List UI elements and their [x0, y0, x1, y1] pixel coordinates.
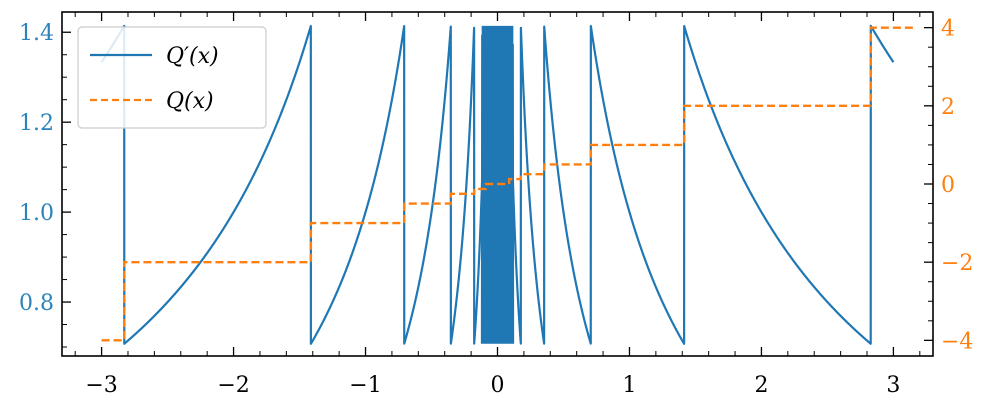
right-tick-label: 2 — [941, 95, 955, 120]
right-tick-label: 4 — [941, 17, 955, 42]
left-tick-label: 0.8 — [19, 291, 54, 316]
x-tick-label: −3 — [85, 373, 117, 398]
left-tick-label: 1.0 — [19, 201, 54, 226]
q-step-line — [101, 26, 916, 342]
x-tick-label: 2 — [754, 373, 768, 398]
left-tick-label: 1.2 — [19, 111, 54, 136]
right-tick-label: −4 — [941, 329, 973, 354]
q-prime-series — [100, 24, 895, 345]
right-tick-label: 0 — [941, 173, 955, 198]
left-tick-label: 1.4 — [19, 21, 54, 46]
x-tick-label: −2 — [217, 373, 249, 398]
legend-label-q: Q(x) — [166, 89, 214, 114]
ticks-layer: −3 −2 −1 0 1 2 3 0.8 1.0 1.2 1.4 −4 −2 0 2 4 — [19, 12, 973, 398]
legend-box — [77, 26, 267, 129]
q-series — [101, 26, 916, 342]
right-tick-label: −2 — [941, 251, 973, 276]
q-prime-oscillation — [480, 25, 515, 344]
x-tick-label: −1 — [349, 373, 381, 398]
legend: Q′(x) Q(x) — [77, 26, 267, 129]
x-tick-label: 3 — [886, 373, 900, 398]
legend-label-q-prime: Q′(x) — [166, 44, 219, 69]
x-tick-label: 0 — [491, 373, 505, 398]
x-tick-label: 1 — [622, 373, 636, 398]
